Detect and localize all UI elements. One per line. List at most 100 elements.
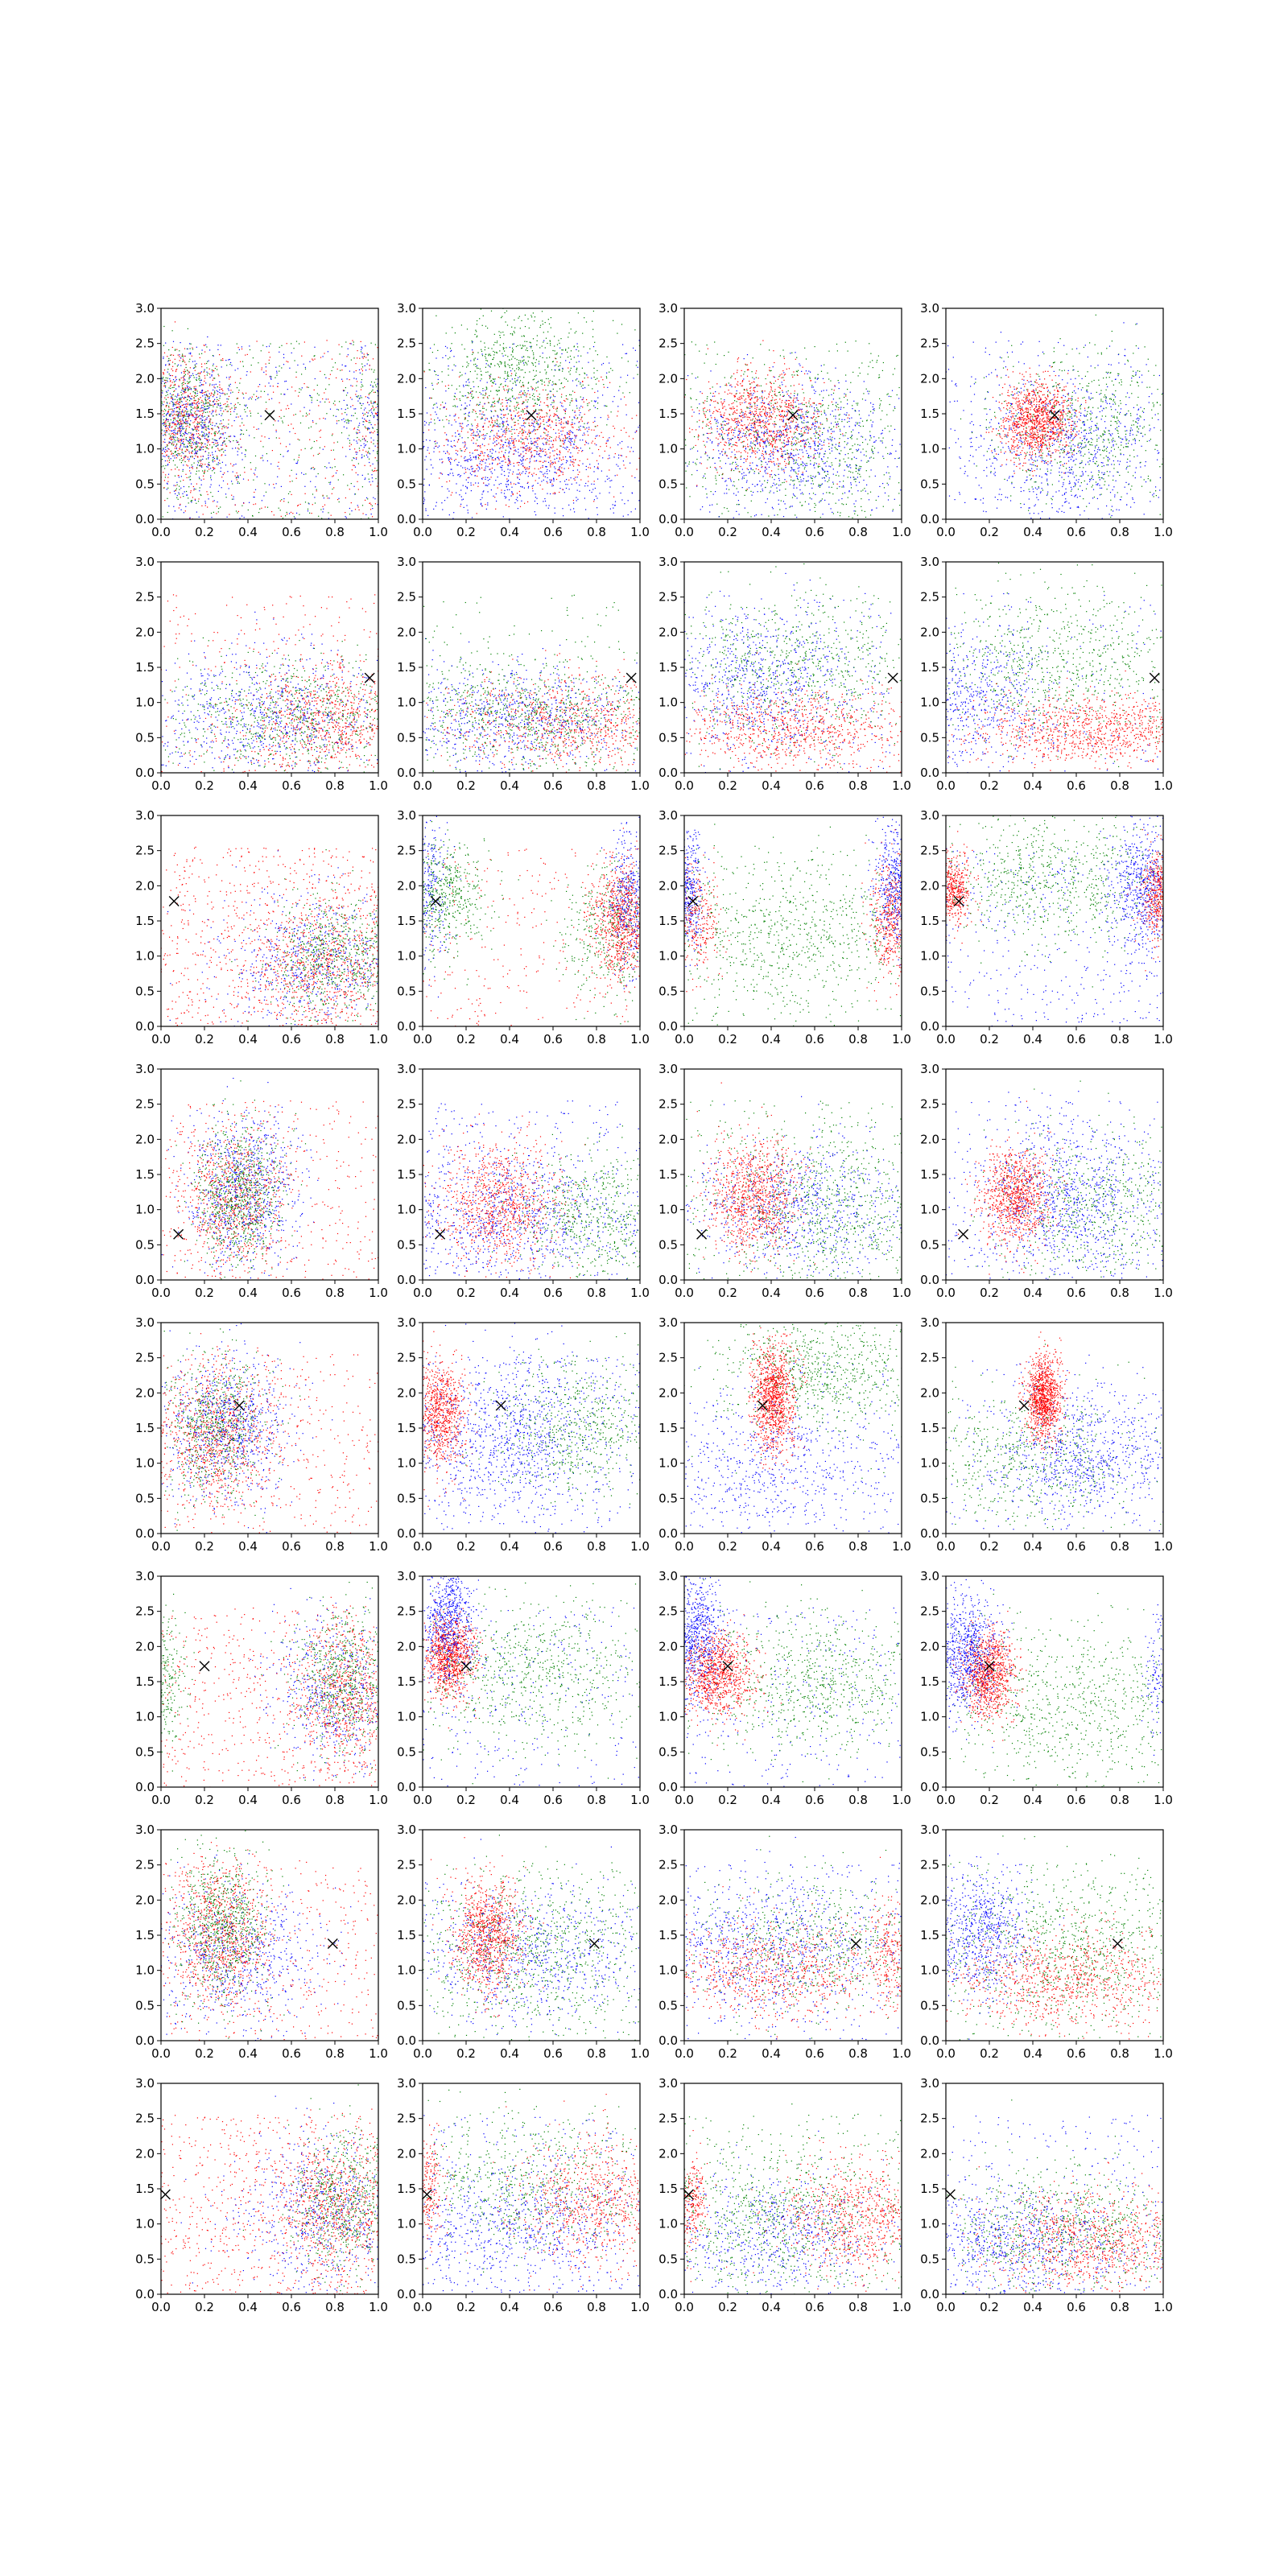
data-point-red [495, 509, 496, 510]
data-point-red [516, 429, 517, 430]
data-point-green [185, 416, 186, 417]
data-point-red [550, 452, 551, 453]
data-point-green [195, 366, 196, 367]
data-point-red [591, 443, 592, 444]
data-point-red [363, 513, 364, 514]
data-point-green [198, 501, 199, 502]
data-point-blue [197, 464, 198, 465]
data-point-red [488, 456, 489, 457]
data-point-red [509, 440, 510, 441]
data-point-red [242, 393, 243, 394]
data-point-green [472, 342, 473, 343]
data-point-green [211, 405, 212, 406]
data-point-red [196, 429, 197, 430]
data-point-red [597, 425, 598, 426]
data-point-blue [617, 406, 618, 407]
data-point-red [200, 448, 201, 449]
data-point-red [546, 438, 547, 439]
data-point-red [286, 408, 287, 409]
data-point-blue [283, 357, 284, 358]
data-point-red [492, 420, 493, 421]
data-point-green [499, 390, 500, 391]
data-point-red [465, 469, 466, 470]
data-point-blue [468, 379, 469, 380]
data-point-red [530, 452, 531, 453]
data-point-blue [498, 458, 499, 459]
data-point-red [168, 458, 169, 459]
data-point-green [348, 421, 349, 422]
data-point-blue [270, 379, 271, 380]
data-point-green [478, 386, 479, 387]
data-point-blue [470, 400, 471, 401]
data-point-green [554, 345, 555, 346]
data-point-red [319, 453, 320, 454]
data-point-blue [351, 343, 352, 344]
data-point-red [182, 450, 183, 451]
data-point-blue [519, 462, 520, 463]
data-point-green [247, 407, 248, 408]
data-point-red [231, 495, 232, 496]
data-point-red [520, 427, 521, 428]
data-point-blue [606, 440, 607, 441]
data-point-blue [201, 415, 202, 416]
data-point-blue [582, 435, 583, 436]
data-point-blue [190, 398, 191, 399]
data-point-green [550, 380, 551, 381]
data-point-red [209, 444, 210, 445]
data-point-red [566, 398, 567, 399]
data-point-blue [454, 460, 455, 461]
data-point-blue [196, 441, 197, 442]
data-point-blue [551, 485, 552, 486]
data-point-blue [269, 438, 270, 439]
data-point-blue [275, 367, 276, 368]
data-point-blue [204, 369, 205, 370]
data-point-red [219, 385, 220, 386]
data-point-red [543, 432, 544, 433]
data-point-blue [602, 394, 603, 395]
data-point-blue [193, 435, 194, 436]
data-point-red [468, 397, 469, 398]
data-point-green [476, 413, 477, 414]
data-point-blue [540, 456, 541, 457]
data-point-blue [487, 477, 488, 478]
data-point-red [206, 491, 207, 492]
data-point-green [324, 374, 325, 375]
data-point-red [230, 377, 231, 378]
data-point-blue [577, 469, 578, 470]
data-point-red [462, 427, 463, 428]
data-point-red [171, 398, 172, 399]
data-point-blue [367, 364, 368, 365]
data-point-red [374, 424, 375, 425]
data-point-red [173, 394, 174, 395]
data-point-blue [424, 421, 425, 422]
data-point-green [204, 406, 205, 407]
data-point-red [594, 392, 595, 393]
data-point-green [285, 515, 286, 516]
data-point-blue [165, 426, 166, 427]
data-point-blue [185, 506, 186, 507]
data-point-blue [192, 405, 193, 406]
data-point-blue [463, 442, 464, 443]
data-point-green [206, 367, 207, 368]
data-point-green [210, 492, 211, 493]
data-point-blue [338, 498, 339, 499]
data-point-green [374, 402, 375, 403]
data-point-red [183, 441, 184, 442]
data-point-green [559, 388, 560, 389]
data-point-red [578, 464, 579, 465]
data-point-green [294, 348, 295, 349]
data-point-green [489, 354, 490, 355]
data-point-red [517, 462, 518, 463]
data-point-red [167, 411, 168, 412]
data-point-blue [204, 436, 205, 437]
data-point-blue [623, 516, 624, 517]
data-point-green [569, 322, 570, 323]
data-point-red [222, 358, 223, 359]
data-point-red [218, 450, 219, 451]
data-point-blue [582, 450, 583, 451]
data-point-red [539, 424, 540, 425]
data-point-red [548, 381, 549, 382]
data-point-red [534, 406, 535, 407]
data-point-red [475, 411, 476, 412]
data-point-green [183, 426, 184, 427]
